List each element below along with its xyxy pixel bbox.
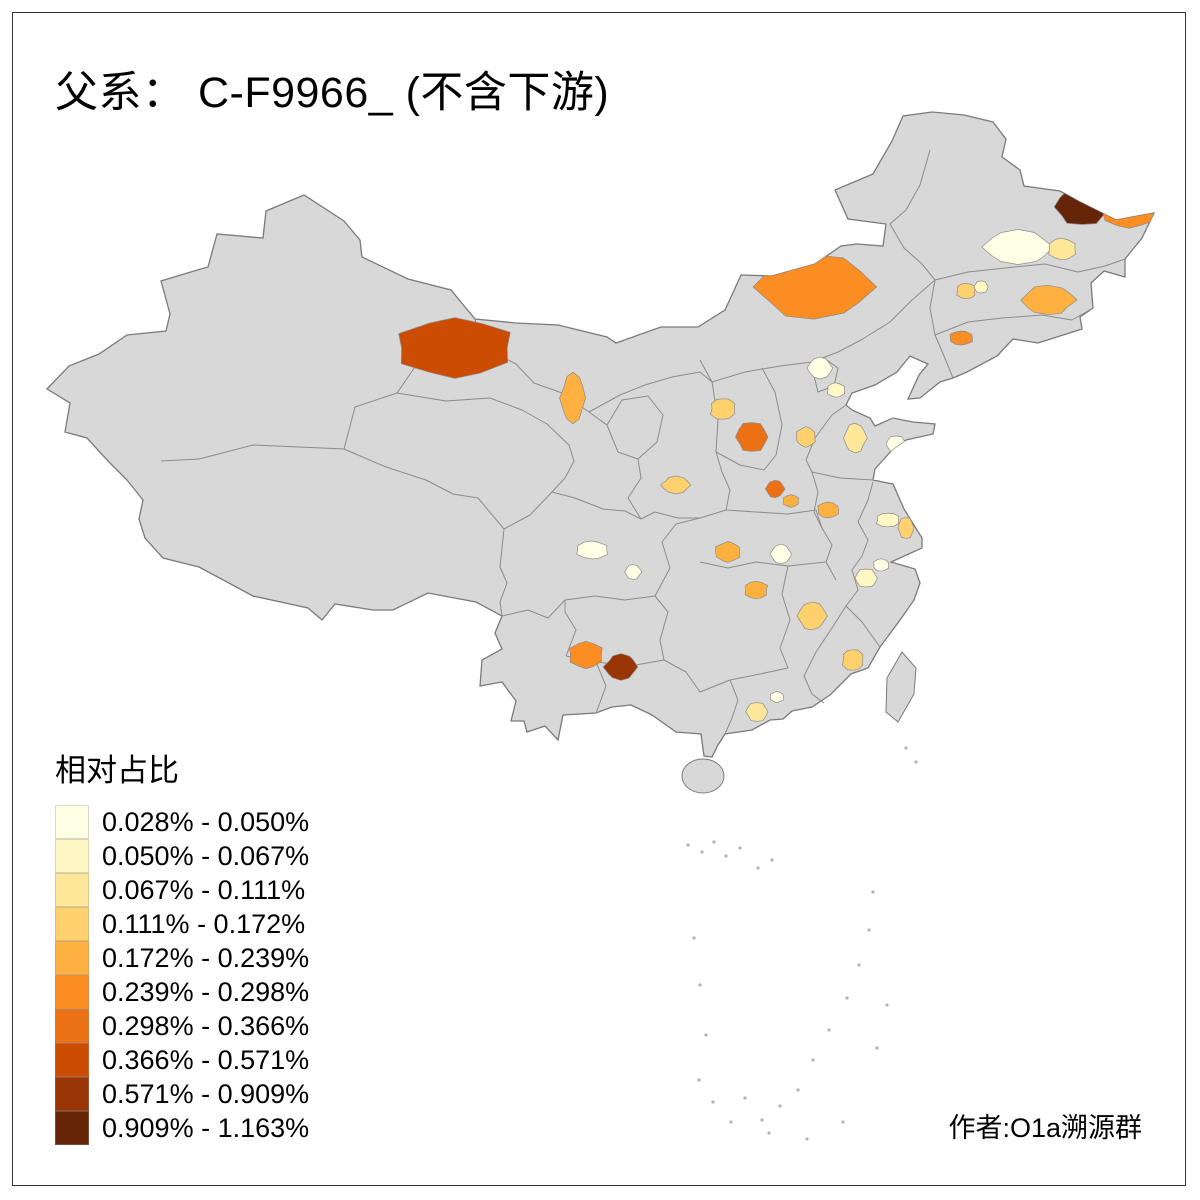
- legend-item: 0.239% - 0.298%: [55, 975, 309, 1009]
- legend-title: 相对占比: [55, 753, 179, 788]
- outer-border: [12, 12, 1186, 1186]
- highlight-region: [1020, 284, 1078, 316]
- highlight-region: [854, 568, 878, 588]
- highlight-region: [709, 398, 736, 420]
- legend-item: 0.050% - 0.067%: [55, 839, 309, 873]
- highlight-region: [569, 640, 603, 670]
- highlight-region: [744, 580, 769, 600]
- highlight-region: [875, 512, 900, 528]
- legend-item-label: 0.172% - 0.239%: [102, 942, 310, 973]
- legend-swatch: [55, 907, 89, 941]
- legend-item: 0.028% - 0.050%: [55, 805, 309, 839]
- highlight-region: [841, 649, 864, 671]
- highlight-regions: [398, 189, 1154, 722]
- legend-item-label: 0.909% - 1.163%: [102, 1112, 310, 1143]
- taiwan-island: [885, 651, 917, 723]
- highlight-region: [559, 371, 586, 425]
- legend-item: 0.067% - 0.111%: [55, 873, 309, 907]
- page-title: 父系： C-F9966_ (不含下游): [55, 69, 610, 117]
- legend-swatch: [55, 839, 89, 873]
- legend-item-label: 0.298% - 0.366%: [102, 1010, 310, 1041]
- legend-item: 0.571% - 0.909%: [55, 1077, 309, 1111]
- highlight-region: [981, 229, 1054, 265]
- highlight-region: [949, 330, 973, 346]
- highlight-region: [602, 653, 639, 681]
- legend-items: 0.028% - 0.050% 0.050% - 0.067% 0.067% - 0…: [55, 805, 309, 1145]
- legend-item-label: 0.050% - 0.067%: [102, 840, 310, 871]
- highlight-region: [735, 422, 769, 452]
- legend-item-label: 0.111% - 0.172%: [102, 908, 306, 939]
- south-china-sea-islands: [686, 746, 918, 1141]
- legend-swatch: [55, 805, 89, 839]
- highlight-region: [843, 422, 868, 454]
- highlight-region: [806, 356, 834, 380]
- legend-item: 0.172% - 0.239%: [55, 941, 309, 975]
- highlight-region: [782, 494, 799, 508]
- highlight-region: [745, 702, 769, 722]
- legend-item-label: 0.067% - 0.111%: [102, 874, 306, 905]
- highlight-region: [769, 543, 793, 565]
- legend-item-label: 0.366% - 0.571%: [102, 1044, 310, 1075]
- highlight-region: [956, 282, 977, 300]
- hainan-island: [681, 758, 725, 794]
- attribution: 作者:O1a溯源群: [948, 1113, 1142, 1143]
- legend-swatch: [55, 1043, 89, 1077]
- highlight-region: [973, 280, 989, 294]
- highlight-region: [624, 564, 643, 580]
- legend-item: 0.298% - 0.366%: [55, 1009, 309, 1043]
- highlight-region: [398, 317, 511, 379]
- legend: 相对占比 0.028% - 0.050% 0.050% - 0.067% 0.067…: [55, 745, 309, 1145]
- legend-swatch: [55, 1009, 89, 1043]
- legend-item: 0.909% - 1.163%: [55, 1111, 309, 1145]
- highlight-region: [1048, 237, 1076, 261]
- highlight-region: [827, 382, 846, 398]
- legend-swatch: [55, 941, 89, 975]
- highlight-region: [764, 480, 786, 498]
- legend-item: 0.366% - 0.571%: [55, 1043, 309, 1077]
- highlight-region: [817, 501, 839, 519]
- highlight-region: [796, 426, 816, 448]
- legend-swatch: [55, 975, 89, 1009]
- highlight-region: [769, 690, 784, 704]
- highlight-region: [715, 541, 741, 563]
- legend-swatch: [55, 1111, 89, 1145]
- highlight-region: [659, 475, 692, 495]
- legend-item-label: 0.571% - 0.909%: [102, 1078, 310, 1109]
- highlight-region: [576, 540, 608, 560]
- highlight-region: [796, 601, 828, 631]
- legend-item: 0.111% - 0.172%: [55, 907, 309, 941]
- legend-swatch: [55, 873, 89, 907]
- legend-swatch: [55, 1077, 89, 1111]
- highlight-region: [873, 558, 889, 572]
- legend-item-label: 0.239% - 0.298%: [102, 976, 310, 1007]
- legend-item-label: 0.028% - 0.050%: [102, 806, 310, 837]
